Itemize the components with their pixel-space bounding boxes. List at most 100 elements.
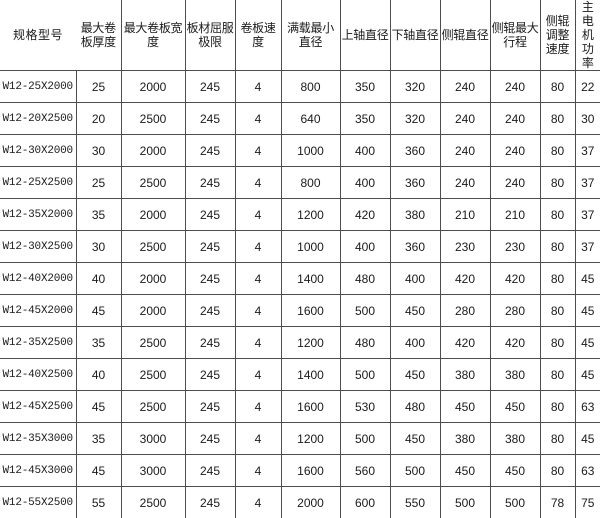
- table-cell: 1400: [281, 263, 340, 295]
- column-header-side-roller-max-travel: 侧辊最大行程: [490, 0, 540, 71]
- table-cell: 4: [235, 295, 281, 327]
- model-cell: W12-20X2500: [0, 103, 76, 135]
- model-cell: W12-55X2500: [0, 487, 76, 518]
- header-row: 规格型号 最大卷板厚度 最大卷板宽度 板材屈服极限 卷板速度 满载最小直径 上轴…: [0, 0, 600, 71]
- model-cell: W12-45X2000: [0, 295, 76, 327]
- table-cell: 360: [390, 167, 440, 199]
- table-cell: 230: [490, 231, 540, 263]
- table-cell: 35: [76, 327, 121, 359]
- table-cell: 480: [340, 327, 390, 359]
- table-cell: 45: [76, 391, 121, 423]
- table-cell: 2000: [121, 295, 185, 327]
- table-cell: 500: [440, 487, 490, 518]
- table-cell: 420: [440, 263, 490, 295]
- table-cell: 380: [490, 359, 540, 391]
- table-cell: 4: [235, 359, 281, 391]
- table-cell: 45: [575, 263, 600, 295]
- table-cell: 55: [76, 487, 121, 518]
- table-cell: 80: [540, 71, 575, 103]
- table-cell: 500: [340, 295, 390, 327]
- table-cell: 30: [76, 231, 121, 263]
- table-cell: 37: [575, 135, 600, 167]
- table-cell: 450: [390, 295, 440, 327]
- table-cell: 245: [185, 71, 235, 103]
- table-cell: 80: [540, 391, 575, 423]
- table-cell: 1200: [281, 423, 340, 455]
- table-cell: 2000: [121, 135, 185, 167]
- table-cell: 25: [76, 71, 121, 103]
- table-cell: 360: [390, 135, 440, 167]
- table-cell: 2500: [121, 359, 185, 391]
- table-cell: 210: [440, 199, 490, 231]
- table-cell: 4: [235, 455, 281, 487]
- table-cell: 45: [575, 327, 600, 359]
- table-header: 规格型号 最大卷板厚度 最大卷板宽度 板材屈服极限 卷板速度 满载最小直径 上轴…: [0, 0, 600, 71]
- table-cell: 2500: [121, 327, 185, 359]
- table-cell: 240: [440, 103, 490, 135]
- table-cell: 80: [540, 455, 575, 487]
- table-cell: 1600: [281, 295, 340, 327]
- model-cell: W12-45X2500: [0, 391, 76, 423]
- table-cell: 245: [185, 263, 235, 295]
- table-cell: 400: [390, 263, 440, 295]
- table-cell: 63: [575, 455, 600, 487]
- table-cell: 380: [440, 423, 490, 455]
- table-cell: 40: [76, 263, 121, 295]
- table-cell: 4: [235, 327, 281, 359]
- table-cell: 2000: [121, 199, 185, 231]
- table-cell: 560: [340, 455, 390, 487]
- model-cell: W12-35X2000: [0, 199, 76, 231]
- table-cell: 2500: [121, 391, 185, 423]
- table-cell: 500: [340, 359, 390, 391]
- table-cell: 280: [440, 295, 490, 327]
- table-cell: 280: [490, 295, 540, 327]
- table-cell: 2000: [121, 263, 185, 295]
- table-cell: 80: [540, 199, 575, 231]
- table-cell: 240: [440, 135, 490, 167]
- table-cell: 75: [575, 487, 600, 518]
- table-cell: 245: [185, 103, 235, 135]
- table-cell: 80: [540, 231, 575, 263]
- table-cell: 420: [490, 263, 540, 295]
- table-cell: 63: [575, 391, 600, 423]
- table-cell: 80: [540, 327, 575, 359]
- table-cell: 2500: [121, 231, 185, 263]
- table-cell: 245: [185, 167, 235, 199]
- table-cell: 78: [540, 487, 575, 518]
- table-cell: 400: [340, 231, 390, 263]
- table-cell: 1600: [281, 391, 340, 423]
- table-cell: 360: [390, 231, 440, 263]
- table-cell: 30: [76, 135, 121, 167]
- table-cell: 380: [440, 359, 490, 391]
- table-cell: 245: [185, 199, 235, 231]
- table-cell: 22: [575, 71, 600, 103]
- column-header-side-roller-diameter: 侧辊直径: [440, 0, 490, 71]
- table-cell: 480: [390, 391, 440, 423]
- table-cell: 45: [76, 455, 121, 487]
- model-cell: W12-40X2000: [0, 263, 76, 295]
- model-cell: W12-25X2500: [0, 167, 76, 199]
- table-cell: 400: [340, 167, 390, 199]
- table-cell: 4: [235, 135, 281, 167]
- table-cell: 245: [185, 135, 235, 167]
- table-cell: 245: [185, 231, 235, 263]
- table-cell: 420: [440, 327, 490, 359]
- table-cell: 1400: [281, 359, 340, 391]
- model-cell: W12-30X2500: [0, 231, 76, 263]
- table-cell: 240: [490, 71, 540, 103]
- table-cell: 380: [390, 199, 440, 231]
- table-cell: 40: [76, 359, 121, 391]
- model-cell: W12-45X3000: [0, 455, 76, 487]
- table-cell: 245: [185, 391, 235, 423]
- table-cell: 240: [440, 167, 490, 199]
